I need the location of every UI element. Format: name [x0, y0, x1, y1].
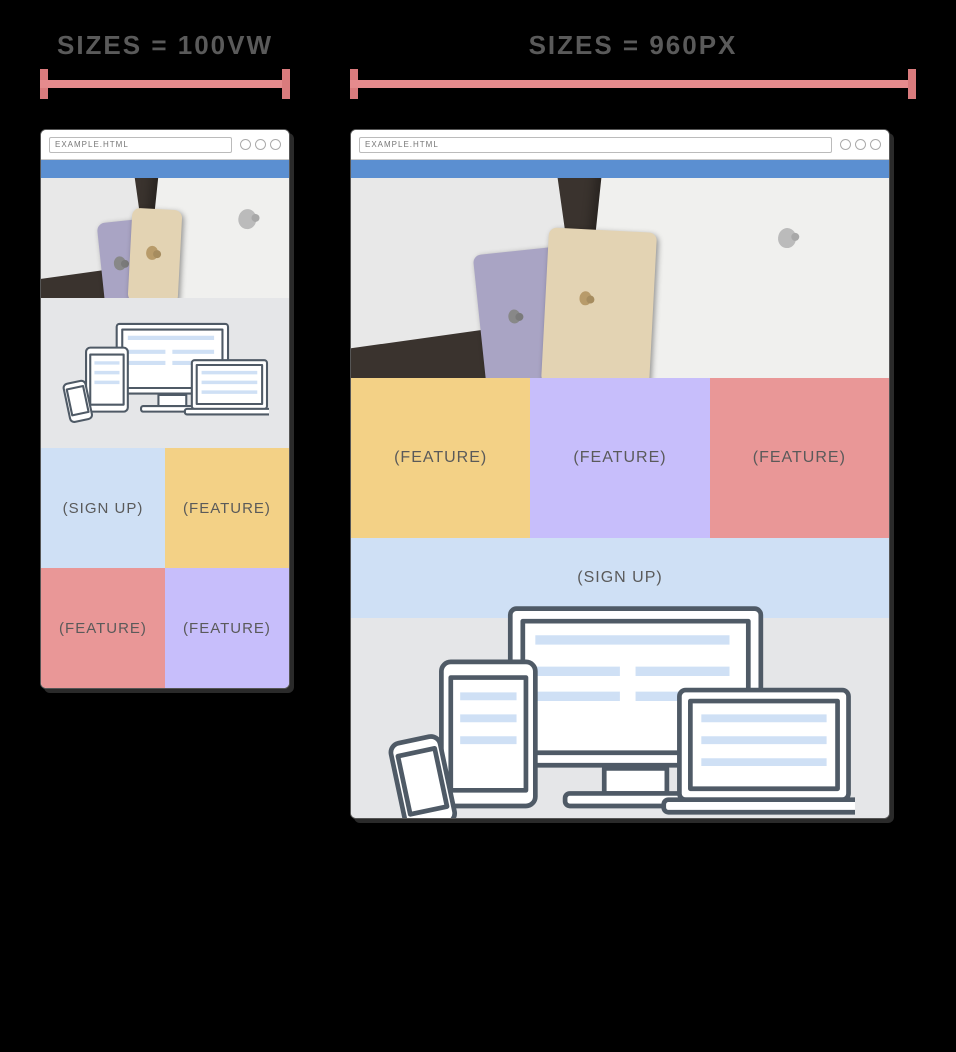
window-buttons — [240, 139, 281, 150]
ruler-cap — [908, 69, 916, 99]
ruler-right — [350, 69, 916, 99]
browsers-row: EXAMPLE.HTML — [40, 129, 916, 819]
browser-chrome: EXAMPLE.HTML — [351, 130, 889, 160]
hero-image — [41, 178, 289, 298]
window-button-icon — [255, 139, 266, 150]
window-button-icon — [840, 139, 851, 150]
devices-svg-icon — [385, 593, 855, 819]
feature-cell: (FEATURE) — [41, 568, 165, 688]
ruler-bar — [350, 80, 916, 88]
feature-grid-narrow: (SIGN UP)(FEATURE)(FEATURE)(FEATURE) — [41, 448, 289, 688]
window-button-icon — [870, 139, 881, 150]
heading-right: SIZES = 960PX — [350, 30, 916, 61]
feature-cell: (FEATURE) — [530, 378, 709, 538]
address-bar: EXAMPLE.HTML — [49, 137, 232, 153]
window-button-icon — [270, 139, 281, 150]
page-header-bar — [351, 160, 889, 178]
browser-chrome: EXAMPLE.HTML — [41, 130, 289, 160]
devices-svg-icon — [61, 317, 270, 428]
feature-cell: (FEATURE) — [165, 448, 289, 568]
feature-cell: (FEATURE) — [165, 568, 289, 688]
feature-cell: (SIGN UP) — [41, 448, 165, 568]
page-header-bar — [41, 160, 289, 178]
rulers-row — [40, 69, 916, 99]
ruler-bar — [40, 80, 290, 88]
devices-illustration — [351, 618, 889, 818]
devices-illustration — [41, 298, 289, 448]
window-button-icon — [855, 139, 866, 150]
browser-wide: EXAMPLE.HTML (FEATURE)(FEATURE)(FEATURE)… — [350, 129, 890, 819]
window-buttons — [840, 139, 881, 150]
ruler-left — [40, 69, 290, 99]
feature-grid-wide: (FEATURE)(FEATURE)(FEATURE) — [351, 378, 889, 538]
ruler-cap — [282, 69, 290, 99]
browser-narrow: EXAMPLE.HTML — [40, 129, 290, 689]
feature-cell: (FEATURE) — [710, 378, 889, 538]
headings-row: SIZES = 100VW SIZES = 960PX — [40, 30, 916, 61]
heading-left: SIZES = 100VW — [40, 30, 290, 61]
feature-cell: (FEATURE) — [351, 378, 530, 538]
window-button-icon — [240, 139, 251, 150]
address-bar: EXAMPLE.HTML — [359, 137, 832, 153]
hero-image — [351, 178, 889, 378]
